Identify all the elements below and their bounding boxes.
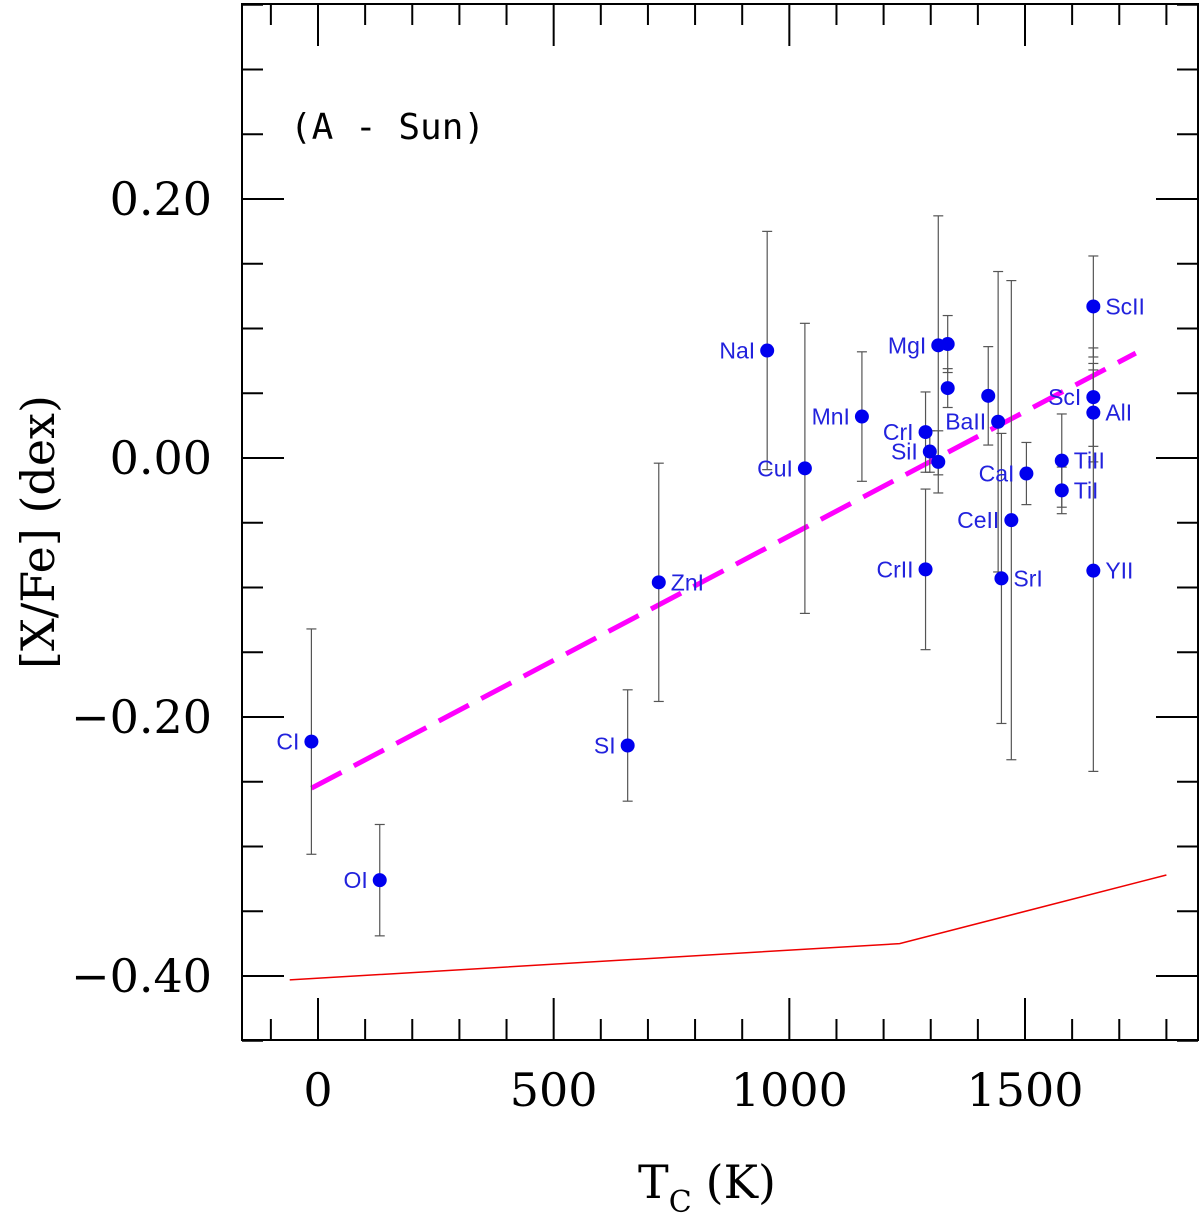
data-point xyxy=(1086,390,1101,405)
x-tick-label: 0 xyxy=(303,1063,332,1117)
data-point xyxy=(1019,466,1034,481)
reference-line-group xyxy=(289,874,1167,981)
reference-line xyxy=(289,874,1167,981)
data-point xyxy=(304,734,319,749)
point-label: ScII xyxy=(1105,293,1145,319)
x-tick-labels: 0 500 1000 1500 xyxy=(303,1063,1083,1117)
data-point xyxy=(797,461,812,476)
data-point xyxy=(1086,299,1101,314)
data-point xyxy=(918,562,933,577)
data-point xyxy=(922,444,937,459)
x-tick-label: 1500 xyxy=(966,1063,1083,1117)
data-point xyxy=(1054,453,1069,468)
point-label: TiII xyxy=(1074,448,1105,474)
data-point xyxy=(1086,405,1101,420)
data-point xyxy=(651,575,666,590)
data-point xyxy=(1086,563,1101,578)
point-label: AlI xyxy=(1105,400,1132,426)
y-tick-label: 0.20 xyxy=(110,172,212,226)
data-point xyxy=(991,414,1006,429)
data-point xyxy=(620,738,635,753)
x-axis-title: TC (K) xyxy=(638,1155,776,1219)
y-tick-label: −0.20 xyxy=(71,690,212,744)
point-label: CaI xyxy=(979,461,1015,487)
y-tick-label: −0.40 xyxy=(71,949,212,1003)
point-label: NaI xyxy=(719,338,755,364)
point-label: ZnI xyxy=(671,569,704,595)
point-label: YII xyxy=(1105,558,1133,584)
data-point xyxy=(1054,483,1069,498)
x-tick-label: 500 xyxy=(510,1063,598,1117)
point-labels-group: CI OI SI ZnI NaI CuI MnI CrI CrII SiI MgI BaII SrI Ce… xyxy=(276,293,1145,893)
x-axis-title-main: T xyxy=(638,1155,669,1209)
data-point xyxy=(994,571,1009,586)
axis-ticks xyxy=(242,3,1198,1042)
plot-frame xyxy=(241,3,1199,1041)
x-axis-title-unit: (K) xyxy=(706,1155,776,1209)
point-label: ScI xyxy=(1048,384,1081,410)
data-point xyxy=(1004,513,1019,528)
point-label: OI xyxy=(343,867,367,893)
point-label: MnI xyxy=(812,404,850,430)
data-point xyxy=(372,873,387,888)
point-label: CI xyxy=(276,729,299,755)
point-label: SiI xyxy=(891,439,918,465)
y-axis-title: [X/Fe] (dex) xyxy=(11,395,65,669)
point-label: SrI xyxy=(1013,565,1042,591)
plot-border xyxy=(241,3,1199,1041)
point-label: CuI xyxy=(757,455,793,481)
data-point xyxy=(918,425,933,440)
point-label: CrII xyxy=(876,556,913,582)
data-point xyxy=(854,409,869,424)
data-point xyxy=(760,343,775,358)
data-point xyxy=(981,388,996,403)
point-label: CrI xyxy=(883,419,914,445)
x-tick-label: 1000 xyxy=(731,1063,848,1117)
y-tick-label: 0.00 xyxy=(110,431,212,485)
data-point xyxy=(940,337,955,352)
point-label: CeII xyxy=(957,507,999,533)
fit-line xyxy=(310,350,1137,791)
chart-annotation: (A - Sun) xyxy=(290,107,485,148)
point-label: BaII xyxy=(945,409,986,435)
point-label: SI xyxy=(594,732,616,758)
y-tick-labels: 0.20 0.00 −0.20 −0.40 xyxy=(71,172,212,1003)
fit-line-group xyxy=(310,350,1137,791)
data-point xyxy=(931,454,946,469)
point-label: TiI xyxy=(1074,477,1099,503)
data-point xyxy=(940,381,955,396)
points-group xyxy=(304,299,1101,888)
x-axis-title-sub: C xyxy=(669,1185,692,1219)
point-label: MgI xyxy=(888,332,926,358)
